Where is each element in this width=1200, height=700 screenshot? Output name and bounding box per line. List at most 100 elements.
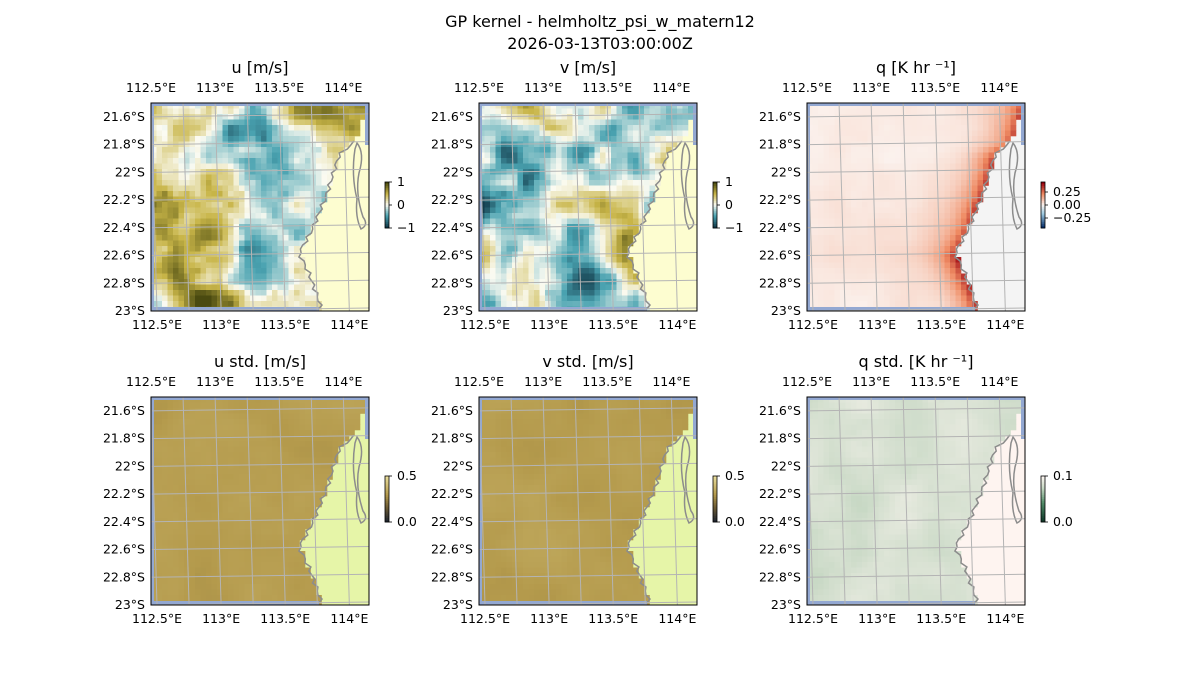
heatmap-cell bbox=[261, 163, 267, 170]
heatmap-cell bbox=[200, 119, 207, 126]
heatmap-cell bbox=[156, 119, 163, 126]
heatmap-cell bbox=[829, 284, 835, 291]
heatmap-cell bbox=[501, 257, 507, 263]
heatmap-cell bbox=[583, 235, 590, 241]
heatmap-cell bbox=[167, 251, 174, 258]
heatmap-cell bbox=[616, 295, 623, 302]
colorbar-segment bbox=[1041, 199, 1045, 202]
heatmap-cell bbox=[272, 284, 278, 291]
heatmap-cell bbox=[200, 174, 207, 181]
heatmap-cell bbox=[583, 290, 590, 296]
panel-frame bbox=[150, 102, 370, 312]
heatmap-cell bbox=[944, 196, 951, 203]
heatmap-cell bbox=[261, 419, 267, 425]
heatmap-cell bbox=[299, 108, 306, 115]
heatmap-cell bbox=[594, 119, 601, 126]
heatmap-cell bbox=[878, 240, 885, 247]
heatmap-cell bbox=[233, 413, 240, 420]
heatmap-cell bbox=[178, 207, 185, 214]
heatmap-cell bbox=[550, 119, 557, 126]
heatmap-cell bbox=[900, 169, 907, 175]
heatmap-cell bbox=[162, 529, 168, 535]
heatmap-cell bbox=[917, 301, 923, 307]
heatmap-cell bbox=[305, 169, 311, 175]
heatmap-cell bbox=[288, 573, 295, 579]
heatmap-cell bbox=[939, 246, 945, 252]
heatmap-cell bbox=[211, 191, 218, 197]
heatmap-cell bbox=[867, 257, 874, 263]
heatmap-cell bbox=[851, 202, 857, 208]
heatmap-cell bbox=[200, 551, 207, 557]
heatmap-cell bbox=[305, 496, 311, 502]
heatmap-cell bbox=[889, 185, 896, 192]
colorbar-segment bbox=[1041, 210, 1045, 214]
heatmap-cell bbox=[622, 191, 628, 197]
heatmap-cell bbox=[189, 279, 196, 285]
heatmap-cell bbox=[228, 240, 234, 247]
heatmap-cell bbox=[900, 213, 907, 219]
heatmap-cell bbox=[977, 114, 984, 120]
heatmap-cell bbox=[200, 457, 207, 464]
heatmap-cell bbox=[589, 301, 595, 307]
heatmap-cell bbox=[255, 518, 262, 524]
heatmap-cell bbox=[167, 240, 174, 247]
heatmap-cell bbox=[184, 119, 190, 126]
heatmap-cell bbox=[228, 529, 234, 535]
heatmap-cell bbox=[994, 119, 1000, 126]
heatmap-cell bbox=[966, 196, 973, 203]
heatmap-cell bbox=[277, 463, 284, 469]
heatmap-cell bbox=[884, 284, 890, 291]
heatmap-cell bbox=[561, 218, 568, 225]
heatmap-cell bbox=[228, 523, 234, 530]
heatmap-cell bbox=[578, 196, 584, 203]
heatmap-cell bbox=[244, 213, 251, 219]
heatmap-cell bbox=[939, 262, 945, 269]
heatmap-cell bbox=[878, 301, 885, 307]
heatmap-cell bbox=[611, 213, 617, 219]
heatmap-cell bbox=[911, 169, 918, 175]
heatmap-cell bbox=[622, 196, 628, 203]
heatmap-cell bbox=[867, 295, 874, 302]
heatmap-cell bbox=[627, 180, 634, 186]
colorbar-segment bbox=[713, 189, 717, 192]
heatmap-cell bbox=[206, 578, 212, 585]
heatmap-cell bbox=[660, 141, 667, 148]
heatmap-cell bbox=[922, 108, 929, 115]
heatmap-cell bbox=[162, 251, 168, 258]
heatmap-cell bbox=[867, 125, 874, 131]
heatmap-cell bbox=[856, 273, 863, 280]
heatmap-cell bbox=[195, 485, 201, 491]
heatmap-cell bbox=[173, 174, 179, 181]
heatmap-cell bbox=[338, 424, 344, 431]
heatmap-cell bbox=[884, 295, 890, 302]
heatmap-cell bbox=[895, 290, 901, 296]
heatmap-cell bbox=[939, 174, 945, 181]
heatmap-cell bbox=[928, 224, 934, 230]
heatmap-cell bbox=[156, 545, 163, 552]
heatmap-cell bbox=[917, 196, 923, 203]
lon-tick-label-bottom: 112.5°E bbox=[132, 317, 182, 332]
heatmap-cell bbox=[911, 218, 918, 225]
heatmap-cell bbox=[884, 141, 890, 148]
heatmap-cell bbox=[233, 301, 240, 307]
heatmap-cell bbox=[277, 485, 284, 491]
heatmap-cell bbox=[856, 268, 863, 274]
heatmap-cell bbox=[178, 474, 185, 480]
heatmap-cell bbox=[310, 213, 317, 219]
heatmap-cell bbox=[627, 163, 634, 170]
heatmap-cell bbox=[611, 158, 617, 164]
heatmap-cell bbox=[255, 240, 262, 247]
heatmap-cell bbox=[528, 191, 535, 197]
heatmap-cell bbox=[605, 196, 612, 203]
heatmap-cell bbox=[944, 213, 951, 219]
heatmap-cell bbox=[873, 185, 879, 192]
heatmap-cell bbox=[939, 207, 945, 214]
heatmap-cell bbox=[578, 273, 584, 280]
heatmap-cell bbox=[900, 207, 907, 214]
heatmap-cell bbox=[206, 479, 212, 486]
heatmap-cell bbox=[239, 567, 245, 574]
heatmap-cell bbox=[266, 207, 273, 214]
heatmap-cell bbox=[310, 424, 317, 431]
heatmap-cell bbox=[200, 540, 207, 546]
heatmap-cell bbox=[845, 185, 852, 192]
